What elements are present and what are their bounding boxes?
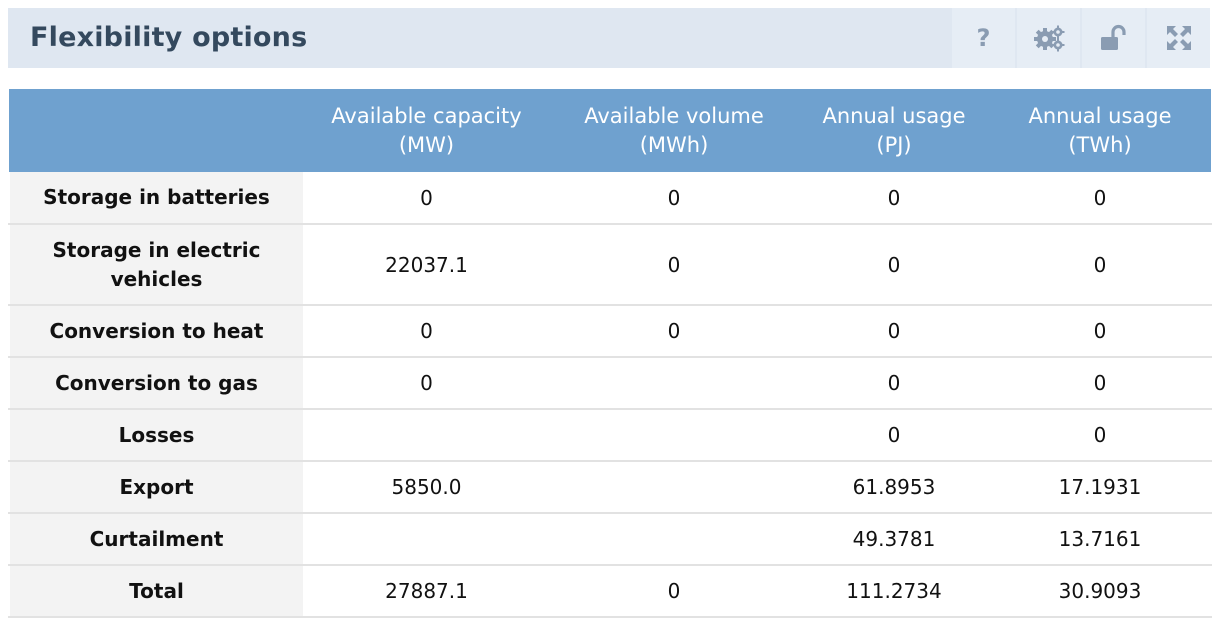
table-cell: [303, 409, 550, 462]
table-cell: 111.2734: [798, 565, 990, 618]
column-header: Annual usage (PJ): [799, 89, 989, 172]
row-label: Storage in batteries: [8, 172, 305, 225]
table-cell: 0: [798, 305, 990, 358]
settings-button[interactable]: [1017, 8, 1080, 68]
row-label: Storage in electric vehicles: [8, 224, 305, 306]
table-cell: 0: [988, 357, 1212, 410]
table-cell: [548, 513, 800, 566]
flexibility-table: Available capacity (MW) Available volume(…: [8, 89, 1212, 618]
table-row: Conversion to gas 0 0 0: [8, 357, 1212, 410]
table-cell: 17.1931: [988, 461, 1212, 514]
panel-toolbar: ?: [950, 8, 1210, 68]
table-row: Storage in electric vehicles 22037.1 0 0…: [8, 224, 1212, 306]
lock-button[interactable]: [1082, 8, 1145, 68]
table-cell: 13.7161: [988, 513, 1212, 566]
table-cell: [548, 461, 800, 514]
table-cell: [548, 409, 800, 462]
table-cell: 49.3781: [798, 513, 990, 566]
table-row: Export 5850.0 61.8953 17.1931: [8, 461, 1212, 514]
row-label: Losses: [8, 409, 305, 462]
table-row: Losses 0 0: [8, 409, 1212, 462]
column-header: Available volume (MWh): [549, 89, 799, 172]
table-header-row: Available capacity (MW) Available volume(…: [9, 89, 1211, 172]
table-cell: 0: [548, 172, 800, 225]
table-row: Storage in batteries 0 0 0 0: [8, 172, 1212, 225]
table-cell: 22037.1: [303, 224, 550, 306]
table-cell: 0: [548, 305, 800, 358]
table-cell: 30.9093: [988, 565, 1212, 618]
table-cell: 0: [798, 357, 990, 410]
column-header: Available capacity (MW): [304, 89, 549, 172]
table-cell: 0: [303, 305, 550, 358]
table-cell: 5850.0: [303, 461, 550, 514]
table-cell: 0: [988, 305, 1212, 358]
table-cell: 0: [798, 409, 990, 462]
fullscreen-button[interactable]: [1147, 8, 1210, 68]
gear-icon: [1033, 25, 1064, 52]
table-cell: 0: [303, 357, 550, 410]
table-cell: 0: [548, 565, 800, 618]
header-corner: [9, 89, 304, 172]
table-row: Conversion to heat 0 0 0 0: [8, 305, 1212, 358]
table-cell: 0: [303, 172, 550, 225]
row-label: Conversion to gas: [8, 357, 305, 410]
lock-open-icon: [1100, 24, 1126, 50]
panel-header: Flexibility options ?: [8, 8, 1210, 68]
table-cell: 27887.1: [303, 565, 550, 618]
table-cell: [548, 357, 800, 410]
column-header: Annual usage (TWh): [989, 89, 1211, 172]
table-cell: 0: [798, 172, 990, 225]
row-label: Export: [8, 461, 305, 514]
fullscreen-icon: [1166, 26, 1191, 50]
table-cell: 0: [988, 224, 1212, 306]
table-cell: 0: [988, 172, 1212, 225]
table-row: Curtailment 49.3781 13.7161: [8, 513, 1212, 566]
table-cell: [303, 513, 550, 566]
help-icon: ?: [976, 24, 991, 52]
help-button[interactable]: ?: [952, 8, 1015, 68]
table-cell: 0: [988, 409, 1212, 462]
table-row-total: Total 27887.1 0 111.2734 30.9093: [8, 565, 1212, 618]
table-cell: 61.8953: [798, 461, 990, 514]
panel-title: Flexibility options: [30, 22, 308, 53]
row-label: Curtailment: [8, 513, 305, 566]
row-label: Conversion to heat: [8, 305, 305, 358]
table-cell: 0: [798, 224, 990, 306]
row-label: Total: [8, 565, 305, 618]
table-cell: 0: [548, 224, 800, 306]
